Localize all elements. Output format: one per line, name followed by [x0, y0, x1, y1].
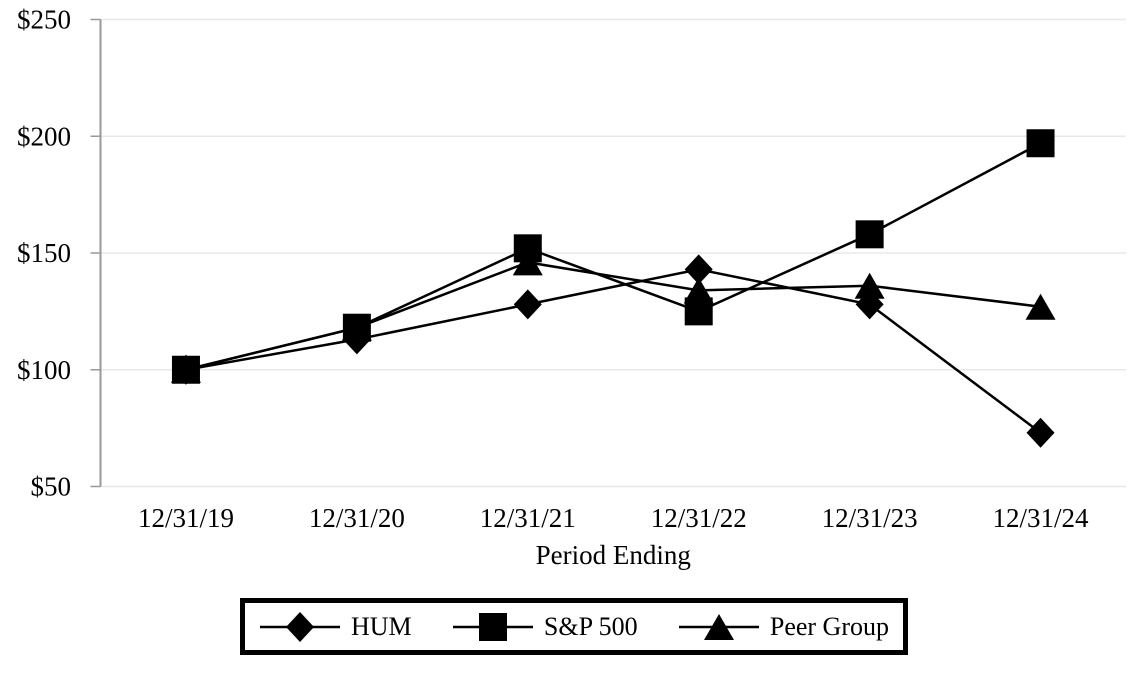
legend-label-hum: HUM: [351, 611, 412, 641]
y-axis-tick-label: $250: [17, 5, 71, 35]
marker-s-p-500: [342, 313, 371, 342]
marker-s-p-500: [684, 297, 713, 326]
x-axis-title: Period Ending: [536, 540, 691, 570]
legend-item-peer-group: Peer Group: [678, 610, 889, 644]
marker-hum: [855, 289, 884, 320]
y-axis-tick-label: $100: [17, 355, 71, 385]
marker-peer-group: [1025, 293, 1056, 320]
legend-marker-hum: [286, 611, 314, 642]
marker-hum: [1026, 417, 1055, 448]
legend-label-peer-group: Peer Group: [769, 611, 889, 641]
y-axis-tick-label: $200: [17, 121, 71, 151]
legend-marker-s-p-500: [478, 612, 507, 641]
y-axis-tick-label: $150: [17, 238, 71, 268]
marker-s-p-500: [513, 234, 542, 263]
sp500-square-icon: [452, 612, 533, 641]
x-axis-tick-label: 12/31/22: [651, 503, 747, 533]
x-axis-tick-label: 12/31/24: [993, 503, 1090, 533]
y-axis-tick-label: $50: [31, 472, 72, 502]
marker-hum: [513, 289, 542, 320]
marker-s-p-500: [171, 355, 200, 384]
series-line-hum: [185, 268, 1042, 434]
legend-item-hum: HUM: [259, 610, 412, 644]
x-axis-tick-label: 12/31/21: [480, 503, 576, 533]
series-line-s-p-500: [185, 142, 1042, 371]
marker-s-p-500: [1026, 129, 1055, 158]
marker-peer-group: [683, 277, 714, 304]
legend-item-sp500: S&P 500: [452, 610, 638, 644]
marker-peer-group: [512, 249, 543, 276]
legend-label-sp500: S&P 500: [543, 611, 638, 641]
plot-area: $250 $200 $150 $100 $50 12/31/19 12/31/20 12/31…: [17, 5, 1126, 570]
x-axis-tick-label: 12/31/23: [822, 503, 918, 533]
peer-group-triangle-icon: [678, 613, 759, 640]
x-axis-tick-label: 12/31/20: [309, 503, 405, 533]
legend-marker-peer-group: [703, 613, 734, 640]
x-axis-tick-label: 12/31/19: [138, 503, 234, 533]
marker-peer-group: [854, 272, 885, 299]
series-line-peer-group: [185, 261, 1041, 371]
marker-s-p-500: [855, 220, 884, 249]
marker-hum: [684, 254, 713, 285]
hum-diamond-icon: [260, 611, 340, 642]
chart-legend: HUM S&P 500 Peer Group: [240, 598, 908, 655]
